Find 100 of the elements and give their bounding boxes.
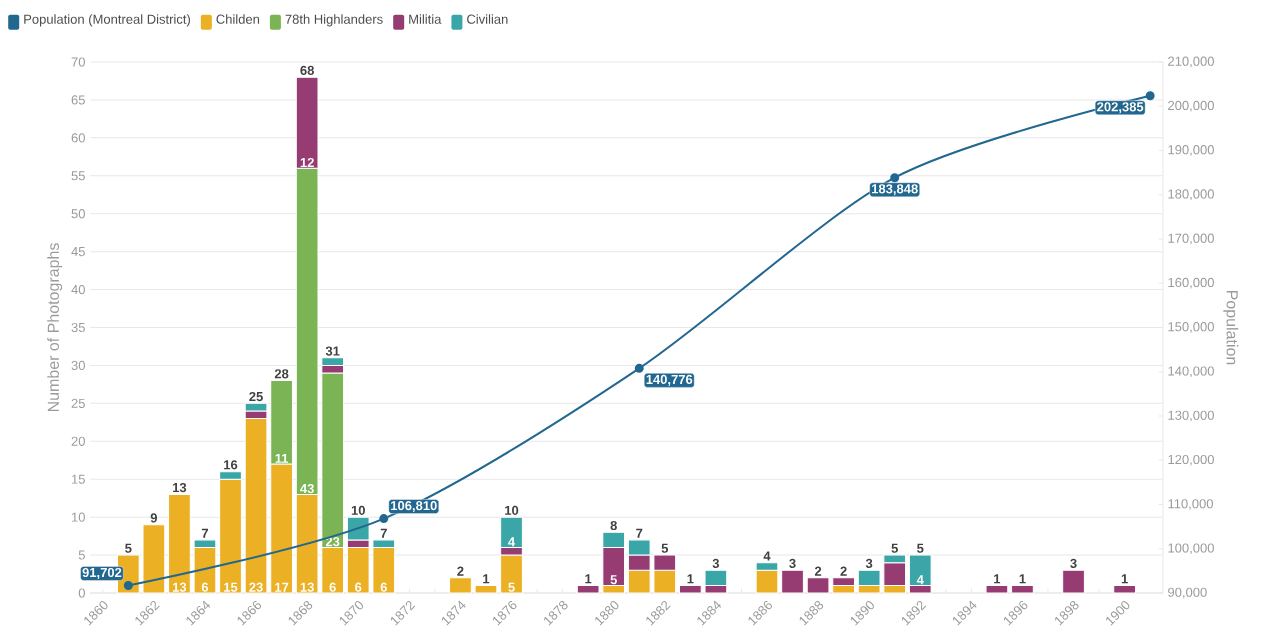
total-label: 1 xyxy=(483,574,490,584)
total-label: 2 xyxy=(814,566,822,576)
bar xyxy=(985,584,1009,594)
total-label: 1 xyxy=(1019,574,1026,584)
total-label: 5 xyxy=(125,543,132,553)
total-label: 16 xyxy=(224,460,238,470)
bar xyxy=(449,577,472,594)
data-label: 91,702 xyxy=(82,567,122,579)
point xyxy=(890,173,900,183)
bar xyxy=(576,584,600,594)
data-label: 4 xyxy=(508,537,516,547)
y2-tick-label: 210,000 xyxy=(1168,56,1214,68)
legend-label: Civilian xyxy=(467,14,508,24)
data-label: 13 xyxy=(300,582,314,592)
bar xyxy=(142,524,166,594)
total-label: 4 xyxy=(763,551,771,561)
data-label: 15 xyxy=(224,582,238,592)
total-label: 5 xyxy=(917,543,924,553)
total-label: 3 xyxy=(712,558,720,569)
y2-tick-label: 110,000 xyxy=(1168,499,1213,510)
y2-tick-label: 130,000 xyxy=(1168,410,1214,422)
total-label: 1 xyxy=(1121,574,1128,584)
y2-tick-label: 90,000 xyxy=(1168,587,1207,599)
y2-tick-label: 120,000 xyxy=(1168,454,1214,466)
data-label: 6 xyxy=(201,582,209,592)
y2-tick-label: 170,000 xyxy=(1168,233,1214,245)
point xyxy=(634,363,644,373)
bar xyxy=(678,584,702,594)
y-tick-label: 50 xyxy=(71,209,85,219)
total-label: 2 xyxy=(457,566,464,576)
y-tick-label: 25 xyxy=(71,398,85,408)
y2-tick-label: 180,000 xyxy=(1168,189,1214,201)
total-label: 3 xyxy=(1070,558,1077,569)
y2-tick-label: 100,000 xyxy=(1168,543,1214,555)
total-label: 68 xyxy=(300,65,314,75)
total-label: 10 xyxy=(351,505,365,515)
data-label: 4 xyxy=(916,575,924,585)
y-tick-label: 0 xyxy=(78,588,85,598)
y-tick-label: 35 xyxy=(71,322,85,333)
legend-label: Militia xyxy=(409,14,442,24)
y-tick-label: 5 xyxy=(78,550,85,560)
data-label: 183,848 xyxy=(872,184,918,196)
total-label: 31 xyxy=(325,346,340,356)
y-tick-label: 60 xyxy=(71,133,85,143)
bar xyxy=(1011,584,1034,594)
point xyxy=(123,580,133,590)
bar xyxy=(1113,584,1136,594)
y-tick-label: 55 xyxy=(71,171,85,181)
data-label: 6 xyxy=(329,582,336,592)
data-label: 23 xyxy=(249,582,263,592)
data-label: 6 xyxy=(355,582,362,592)
bar xyxy=(474,584,498,594)
y-tick-label: 10 xyxy=(72,512,85,522)
y-tick-label: 20 xyxy=(71,436,85,446)
data-label: 106,810 xyxy=(391,501,437,513)
y2-tick-label: 200,000 xyxy=(1168,100,1214,112)
y2-axis-title: Population xyxy=(1223,291,1239,365)
total-label: 3 xyxy=(865,558,873,569)
data-label: 6 xyxy=(380,582,387,592)
y-tick-label: 15 xyxy=(72,474,85,484)
data-label: 5 xyxy=(508,582,515,592)
total-label: 1 xyxy=(585,574,592,584)
total-label: 1 xyxy=(994,574,1001,584)
legend-label: Childen xyxy=(216,14,260,24)
data-label: 13 xyxy=(173,582,187,592)
y-axis-title: Number of Photographs xyxy=(47,243,63,412)
data-label: 43 xyxy=(300,483,314,494)
data-label: 12 xyxy=(300,157,314,167)
y2-tick-label: 140,000 xyxy=(1168,366,1214,378)
y2-tick-label: 160,000 xyxy=(1168,277,1214,289)
y-tick-label: 70 xyxy=(71,57,85,67)
point xyxy=(1145,91,1155,101)
y2-tick-label: 150,000 xyxy=(1168,322,1214,333)
total-label: 7 xyxy=(636,528,643,538)
total-label: 7 xyxy=(380,528,387,538)
total-label: 8 xyxy=(610,520,617,531)
total-label: 9 xyxy=(150,513,157,523)
data-label: 17 xyxy=(275,582,289,592)
legend-label: Population (Montreal District) xyxy=(24,14,190,27)
total-label: 2 xyxy=(840,566,847,576)
total-label: 28 xyxy=(274,369,289,379)
bar xyxy=(1062,569,1085,594)
total-label: 3 xyxy=(789,558,796,569)
data-label: 140,776 xyxy=(646,374,693,386)
y-tick-label: 65 xyxy=(71,95,85,105)
total-label: 5 xyxy=(891,543,898,553)
total-label: 25 xyxy=(249,391,263,402)
total-label: 13 xyxy=(173,482,187,493)
bar xyxy=(806,577,830,594)
point xyxy=(379,514,389,524)
data-label: 5 xyxy=(610,575,617,585)
legend-label: 78th Highlanders xyxy=(285,14,383,27)
total-label: 5 xyxy=(661,543,669,553)
total-label: 7 xyxy=(201,528,209,538)
y-tick-label: 30 xyxy=(71,360,85,371)
data-label: 11 xyxy=(275,453,289,463)
data-label: 202,385 xyxy=(1097,102,1144,114)
bar xyxy=(781,569,804,594)
total-label: 10 xyxy=(505,505,519,515)
y-tick-label: 45 xyxy=(71,247,85,257)
